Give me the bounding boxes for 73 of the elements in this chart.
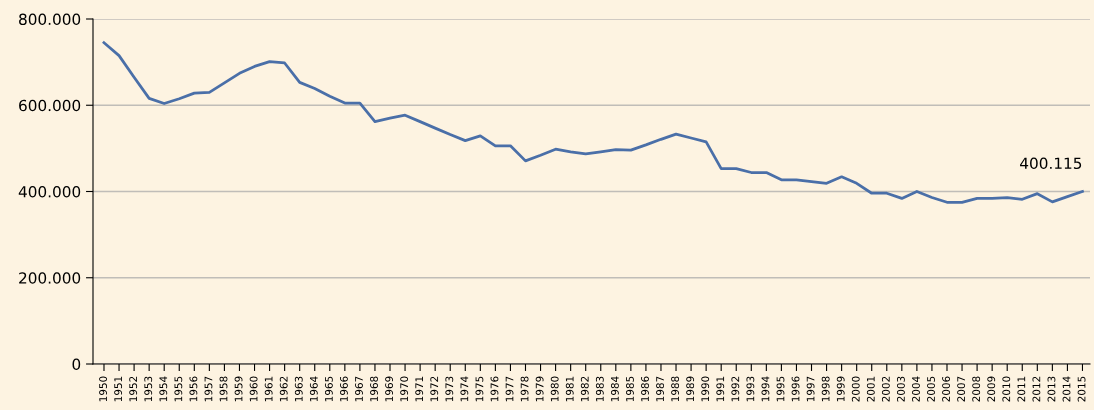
x-tick-label: 2009 bbox=[987, 376, 996, 402]
x-tick-label: 1996 bbox=[791, 376, 800, 402]
y-tick-label: 800.000 bbox=[19, 13, 81, 26]
x-tick-label: 1998 bbox=[821, 376, 830, 402]
x-tick-label: 1966 bbox=[339, 376, 348, 402]
x-tick-label: 1976 bbox=[490, 376, 499, 402]
x-tick-label: 1991 bbox=[716, 376, 725, 402]
x-tick-label: 1994 bbox=[761, 376, 770, 402]
x-tick-label: 2013 bbox=[1047, 376, 1056, 402]
x-tick-label: 1977 bbox=[505, 376, 514, 402]
x-tick-label: 1984 bbox=[610, 376, 619, 402]
x-tick-label: 1967 bbox=[355, 376, 363, 402]
x-tick-label: 1957 bbox=[204, 376, 213, 402]
x-tick-label: 2007 bbox=[957, 376, 966, 402]
x-tick-label: 2008 bbox=[972, 376, 981, 402]
x-tick-label: 1952 bbox=[129, 376, 138, 402]
x-tick-label: 2005 bbox=[927, 376, 935, 402]
line-series bbox=[102, 41, 1084, 204]
x-tick-label: 1995 bbox=[776, 376, 785, 402]
x-tick-label: 1964 bbox=[309, 376, 318, 402]
x-tick-label: 1954 bbox=[159, 376, 168, 402]
x-tick-label: 1956 bbox=[189, 376, 198, 402]
x-tick-label: 2014 bbox=[1062, 376, 1071, 402]
x-tick-label: 1981 bbox=[565, 376, 574, 402]
y-tick-label: 0 bbox=[72, 358, 81, 371]
x-tick-label: 1965 bbox=[324, 376, 333, 402]
x-tick-label: 2012 bbox=[1032, 376, 1041, 402]
x-tick-label: 1970 bbox=[400, 376, 409, 402]
x-tick-label: 1958 bbox=[219, 376, 228, 402]
x-tick-label: 2011 bbox=[1017, 376, 1026, 402]
x-tick-label: 1974 bbox=[460, 376, 469, 402]
x-tick-label: 1986 bbox=[641, 376, 649, 402]
x-tick-label: 1978 bbox=[520, 376, 529, 402]
x-tick-label: 2006 bbox=[942, 376, 951, 402]
x-tick-label: 1990 bbox=[701, 376, 710, 402]
annotation: 400.115 bbox=[1020, 157, 1082, 170]
x-tick-label: 1987 bbox=[656, 376, 664, 402]
y-tick-label: 200.000 bbox=[19, 272, 81, 284]
x-tick-label: 1989 bbox=[686, 376, 695, 402]
y-tick-label: 400.000 bbox=[18, 185, 81, 198]
x-tick-label: 1979 bbox=[535, 376, 544, 402]
x-tick-label: 1973 bbox=[445, 376, 454, 402]
x-tick-label: 1983 bbox=[595, 376, 604, 402]
x-tick-label: 1969 bbox=[385, 376, 394, 402]
x-tick-label: 2010 bbox=[1002, 376, 1011, 402]
x-tick-label: 2004 bbox=[912, 376, 920, 402]
x-tick-label: 1999 bbox=[836, 376, 845, 402]
x-tick-label: 1955 bbox=[174, 376, 183, 402]
x-tick-label: 1993 bbox=[746, 376, 755, 402]
x-tick-label: 2000 bbox=[851, 376, 860, 402]
x-tick-label: 1951 bbox=[114, 376, 123, 402]
x-tick-label: 2002 bbox=[881, 376, 890, 402]
x-tick-label: 1972 bbox=[430, 376, 439, 402]
x-tick-label: 2001 bbox=[866, 376, 875, 402]
x-tick-label: 1953 bbox=[144, 376, 153, 402]
y-tick-label: 600.000 bbox=[19, 99, 81, 112]
x-tick-label: 2003 bbox=[896, 376, 905, 402]
x-tick-label: 1971 bbox=[415, 376, 424, 402]
x-tick-label: 1975 bbox=[475, 376, 484, 402]
x-tick-label: 1950 bbox=[99, 376, 108, 402]
x-tick-label: 1980 bbox=[550, 376, 559, 402]
x-tick-label: 1988 bbox=[671, 376, 680, 402]
x-tick-label: 1960 bbox=[249, 376, 258, 402]
x-tick-label: 1982 bbox=[580, 376, 589, 402]
x-tick-label: 1959 bbox=[234, 376, 243, 402]
x-tick-label: 1962 bbox=[279, 376, 288, 402]
x-tick-label: 1961 bbox=[264, 376, 273, 402]
x-tick-label: 1968 bbox=[370, 376, 378, 402]
x-tick-label: 1985 bbox=[626, 376, 634, 402]
x-tick-label: 2015 bbox=[1077, 376, 1086, 402]
x-tick-label: 1963 bbox=[294, 376, 303, 402]
x-tick-label: 1992 bbox=[731, 376, 740, 402]
x-tick-label: 1997 bbox=[806, 376, 815, 402]
